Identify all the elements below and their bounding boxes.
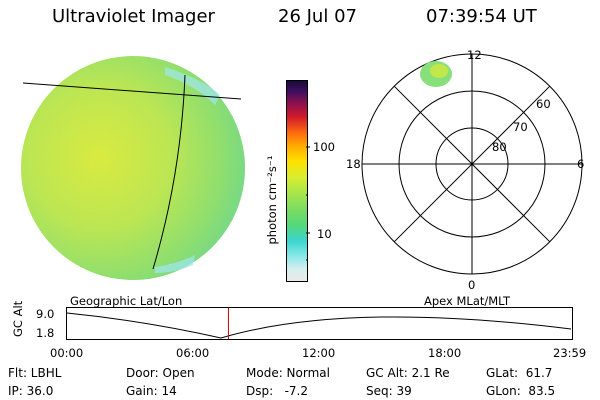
lat-label-60: 60: [536, 97, 551, 111]
filter-status: Flt: LBHL: [8, 366, 62, 380]
app-title: Ultraviolet Imager: [52, 6, 215, 27]
x-tick-0600: 06:00: [176, 346, 210, 360]
time-readout: 07:39:54 UT: [426, 6, 537, 27]
auroral-blob-core: [430, 64, 448, 78]
ip-status: IP: 36.0: [8, 384, 54, 398]
gc-alt-status: GC Alt: 2.1 Re: [366, 366, 450, 380]
x-tick-2359: 23:59: [553, 346, 587, 360]
mlt-label-0: 0: [468, 278, 476, 292]
colorbar-ticks: [306, 146, 310, 261]
uv-earth-image: [21, 56, 245, 280]
x-tick-0000: 00:00: [50, 346, 84, 360]
timeline-y-tick-max: 9.0: [36, 307, 55, 321]
mlt-label-18: 18: [346, 157, 361, 171]
limb-glow: [165, 67, 220, 105]
longitude-line: [152, 74, 186, 270]
glon-status: GLon: 83.5: [486, 384, 556, 398]
x-tick-1200: 12:00: [302, 346, 336, 360]
colorbar-tick-100: 100: [313, 140, 335, 154]
timeline-y-label: GC Alt: [11, 300, 25, 337]
orbit-altitude-curve: [66, 312, 572, 339]
colorbar-unit-label: photon cm⁻²s⁻¹: [265, 155, 279, 245]
polar-mlat-mlt-plot: [361, 53, 583, 275]
colorbar: [286, 80, 308, 282]
latitude-line: [22, 82, 242, 100]
gain-status: Gain: 14: [126, 384, 177, 398]
dsp-status: Dsp: -7.2: [246, 384, 309, 398]
mlt-label-6: 6: [577, 157, 585, 171]
timeline-y-tick-min: 1.8: [36, 326, 55, 340]
mlt-label-12: 12: [467, 48, 482, 62]
glat-status: GLat: 61.7: [486, 366, 553, 380]
limb-glow-bottom: [155, 255, 195, 273]
timeline-right-title: Apex MLat/MLT: [424, 294, 511, 308]
colorbar-tick-10: 10: [317, 227, 332, 241]
lat-label-80: 80: [492, 140, 507, 154]
timeline-left-title: Geographic Lat/Lon: [70, 294, 183, 308]
mode-status: Mode: Normal: [246, 366, 330, 380]
timeline-frame: [66, 307, 573, 340]
date-readout: 26 Jul 07: [278, 6, 357, 27]
disk-texture: [21, 56, 245, 280]
door-status: Door: Open: [126, 366, 195, 380]
x-tick-1800: 18:00: [428, 346, 462, 360]
altitude-timeline: [66, 307, 573, 340]
seq-status: Seq: 39: [366, 384, 412, 398]
lat-label-70: 70: [513, 120, 528, 134]
